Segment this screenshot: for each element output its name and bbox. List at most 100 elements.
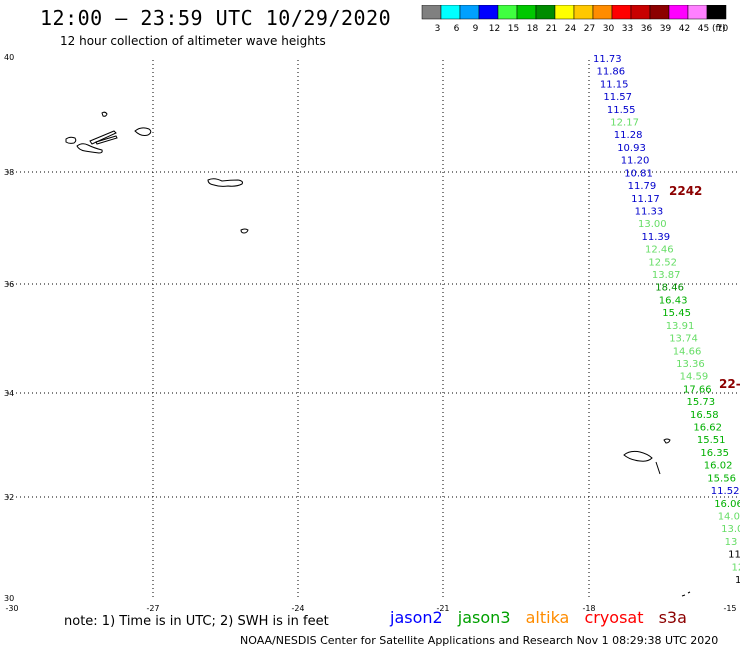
- lat-label: 32: [4, 493, 14, 502]
- track-reading: 16.02: [704, 461, 733, 472]
- legend-label: 15: [508, 24, 519, 34]
- legend-label: 30: [603, 24, 615, 34]
- lon-label: -27: [146, 604, 159, 613]
- legend-swatch: [497, 5, 518, 20]
- island-santa-maria: [240, 228, 249, 234]
- island-madeira: [623, 450, 653, 462]
- track-reading: 18.46: [655, 283, 684, 294]
- legend-swatch: [440, 5, 461, 20]
- lon-label: -18: [582, 604, 595, 613]
- legend-label: 33: [622, 24, 633, 34]
- legend-swatch: [478, 5, 499, 20]
- legend-unit: (ft): [712, 24, 726, 34]
- track-time-marks: 2242 22-: [669, 184, 740, 391]
- track-reading: 11.55: [607, 105, 636, 116]
- island-sao-miguel: [207, 178, 243, 187]
- track-reading: 11.79: [628, 181, 657, 192]
- legend-label: 45: [698, 24, 709, 34]
- time-mark: 2242: [669, 184, 702, 198]
- track-reading: 13.91: [666, 321, 695, 332]
- legend-label: 36: [641, 24, 653, 34]
- legend-swatch: [611, 5, 632, 20]
- legend-label: 21: [546, 24, 557, 34]
- track-reading: 15.45: [662, 308, 691, 319]
- lat-labels: 40 38 36 34 32 30: [4, 53, 14, 603]
- legend-swatch: [668, 5, 689, 20]
- time-mark: 22-: [719, 377, 740, 391]
- page-subtitle: 12 hour collection of altimeter wave hei…: [60, 34, 326, 48]
- track-reading: 12.52: [648, 257, 677, 268]
- map-grid: [8, 60, 738, 600]
- track-reading: 11.86: [597, 67, 626, 78]
- legend-swatch: [573, 5, 594, 20]
- satellite-s3a: s3a: [658, 608, 687, 627]
- track-reading: 11.15: [600, 79, 629, 90]
- lat-label: 34: [4, 389, 14, 398]
- island-sao-jorge: [89, 130, 117, 145]
- legend-label: 3: [435, 24, 441, 34]
- legend-label: 70: [717, 24, 729, 34]
- satellite-jason2: jason2: [390, 608, 443, 627]
- track-reading: 14.0: [718, 512, 740, 523]
- track-reading: 11.39: [642, 232, 671, 243]
- satellite-legend: jason2 jason3 altika cryosat s3a: [390, 608, 697, 627]
- track-reading: 13.36: [676, 359, 705, 370]
- lon-label: -15: [723, 604, 736, 613]
- lon-label: -24: [291, 604, 304, 613]
- track-reading: 16.43: [659, 295, 688, 306]
- track-reading: 11.57: [603, 92, 632, 103]
- track-reading: 16.06: [714, 499, 740, 510]
- satellite-cryosat: cryosat: [584, 608, 644, 627]
- footer-note: note: 1) Time is in UTC; 2) SWH is in fe…: [64, 614, 329, 629]
- track-reading: 13.87: [652, 270, 681, 281]
- track-reading: 1: [735, 575, 740, 586]
- color-legend: 3 6 9 12 15 18 21 24 27 30 33 36 39 42 45 70(ft): [421, 5, 729, 34]
- track-reading: 14.66: [673, 346, 702, 357]
- track-reading: 11: [728, 550, 740, 561]
- legend-swatch: [649, 5, 670, 20]
- legend-swatch: [687, 5, 708, 20]
- track-reading: 12.17: [610, 118, 639, 129]
- island-corvo: [65, 136, 77, 144]
- legend-swatch: [706, 5, 727, 20]
- legend-label: 9: [473, 24, 479, 34]
- track-reading: 13.0: [721, 524, 740, 535]
- track-reading: 11.20: [621, 156, 650, 167]
- island-pico: [95, 135, 118, 145]
- track-reading: 12: [732, 562, 740, 573]
- legend-swatch: [516, 5, 537, 20]
- track-reading: 15.56: [707, 473, 736, 484]
- track-reading: 10.81: [624, 168, 653, 179]
- track-reading: 13: [725, 537, 738, 548]
- island-desertas: [655, 461, 661, 475]
- legend-label: 42: [679, 24, 690, 34]
- legend-label: 12: [489, 24, 500, 34]
- legend-swatch: [421, 5, 442, 20]
- track-reading: 11.28: [614, 130, 643, 141]
- island-terceira: [134, 127, 152, 136]
- track-reading: 15.73: [687, 397, 716, 408]
- track-reading: 17.66: [683, 384, 712, 395]
- legend-swatch: [554, 5, 575, 20]
- track-reading: 11.73: [593, 54, 622, 65]
- track-reading: 12.46: [645, 245, 674, 256]
- track-reading: 15.51: [697, 435, 726, 446]
- legend-label: 39: [660, 24, 672, 34]
- lat-label: 30: [4, 594, 14, 603]
- lat-label: 40: [4, 53, 14, 62]
- legend-label: 18: [527, 24, 539, 34]
- track-reading: 16.58: [690, 410, 719, 421]
- legend-swatch: [459, 5, 480, 20]
- lat-label: 36: [4, 280, 14, 289]
- legend-label: 27: [584, 24, 595, 34]
- island-graciosa: [76, 143, 103, 154]
- legend-label: 24: [565, 24, 577, 34]
- track-reading: 14.59: [680, 372, 709, 383]
- page-title: 12:00 – 23:59 UTC 10/29/2020: [40, 6, 392, 30]
- track-reading: 13.00: [638, 219, 667, 230]
- track-reading: 11.33: [635, 207, 664, 218]
- credit-line: NOAA/NESDIS Center for Satellite Applica…: [240, 634, 719, 647]
- track-reading: 16.35: [700, 448, 729, 459]
